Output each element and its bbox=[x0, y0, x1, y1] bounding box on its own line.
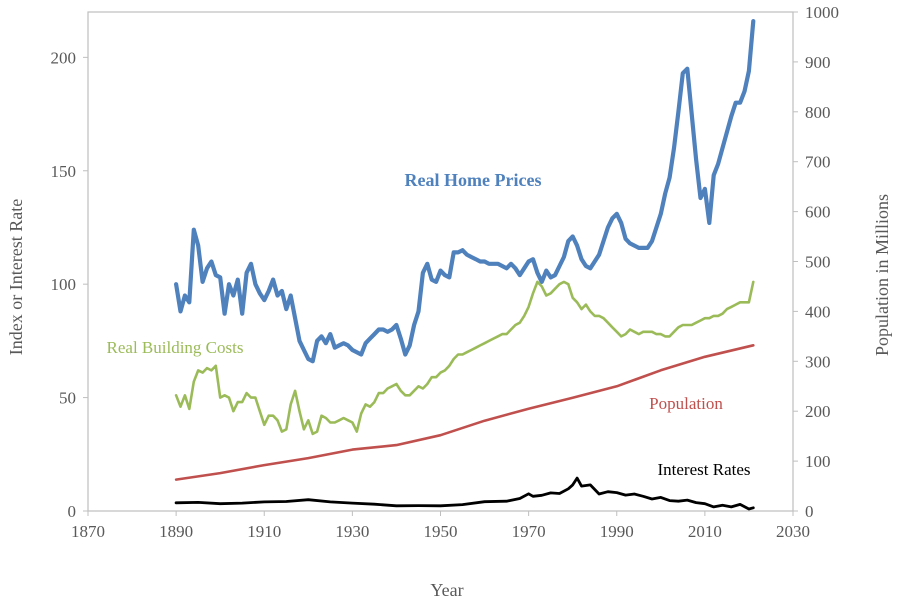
right-y-tick-label: 400 bbox=[805, 302, 831, 321]
left-y-axis-ticks: 0 50 100 150 200 bbox=[51, 48, 88, 521]
right-y-tick-label: 0 bbox=[805, 502, 814, 521]
x-tick-label: 2030 bbox=[776, 522, 810, 541]
right-y-tick-label: 800 bbox=[805, 103, 831, 122]
real-building-costs-label: Real Building Costs bbox=[107, 338, 244, 357]
real-home-prices-line bbox=[174, 19, 756, 364]
right-y-axis-ticks: 0 100 200 300 400 500 600 700 800 900 1000 bbox=[793, 3, 839, 521]
right-y-tick-label: 300 bbox=[805, 352, 831, 371]
x-axis-title: Year bbox=[430, 580, 463, 600]
interest-rates-line bbox=[174, 476, 755, 511]
x-tick-label: 1970 bbox=[512, 522, 546, 541]
real-building-costs-line bbox=[174, 280, 755, 436]
right-y-tick-label: 700 bbox=[805, 153, 831, 172]
right-y-tick-label: 100 bbox=[805, 452, 831, 471]
left-y-axis-title: Index or Interest Rate bbox=[6, 199, 26, 355]
series-labels: Real Home Prices Real Building Costs Popul… bbox=[107, 170, 751, 479]
right-y-tick-label: 200 bbox=[805, 402, 831, 421]
series-lines bbox=[174, 19, 756, 511]
left-y-tick-label: 100 bbox=[51, 275, 77, 294]
right-y-axis-title: Population in Millions bbox=[872, 194, 892, 356]
interest-rates-label: Interest Rates bbox=[658, 460, 751, 479]
left-y-tick-label: 150 bbox=[51, 162, 77, 181]
x-axis-ticks: 1870 1890 1910 1930 1950 1970 1990 2010 2030 bbox=[71, 511, 810, 541]
right-y-tick-label: 900 bbox=[805, 53, 831, 72]
x-tick-label: 1950 bbox=[424, 522, 458, 541]
right-y-tick-label: 500 bbox=[805, 253, 831, 272]
x-tick-label: 1930 bbox=[335, 522, 369, 541]
right-y-tick-label: 1000 bbox=[805, 3, 839, 22]
left-y-tick-label: 0 bbox=[68, 502, 77, 521]
x-tick-label: 1890 bbox=[159, 522, 193, 541]
x-tick-label: 1870 bbox=[71, 522, 105, 541]
left-y-tick-label: 200 bbox=[51, 48, 77, 67]
population-label: Population bbox=[649, 394, 723, 413]
x-tick-label: 1910 bbox=[247, 522, 281, 541]
x-tick-label: 2010 bbox=[688, 522, 722, 541]
real-home-prices-label: Real Home Prices bbox=[405, 170, 542, 190]
x-tick-label: 1990 bbox=[600, 522, 634, 541]
right-y-tick-label: 600 bbox=[805, 203, 831, 222]
left-y-tick-label: 50 bbox=[59, 389, 76, 408]
population-line bbox=[174, 344, 755, 481]
